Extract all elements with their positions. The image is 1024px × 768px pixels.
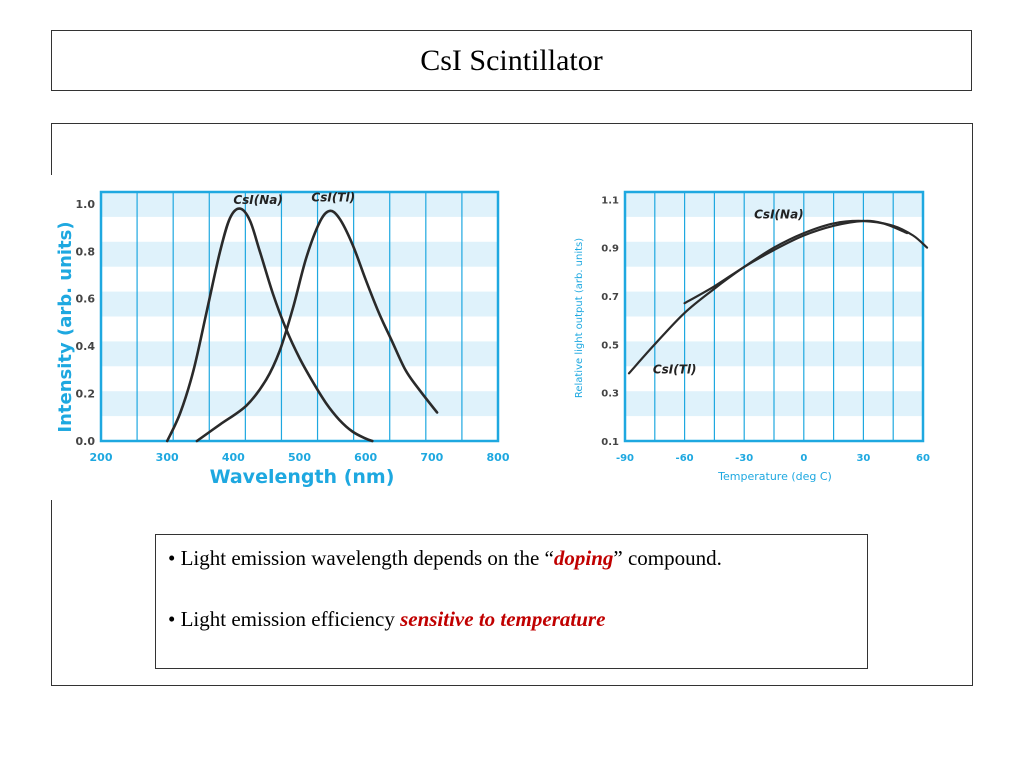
series-line [683,219,909,305]
chart-background [570,185,945,490]
bullet-doping: • Light emission wavelength depends on t… [168,545,855,571]
emission-spectrum-chart: CsI(Na) CsI(Tl) 200 300 400 500 600 700 800 0.0 0… [51,175,511,500]
series-annotation: CsI(Na) [233,193,283,207]
series-annotation: CsI(Tl) [311,190,355,204]
x-tick-label: -30 [735,453,753,464]
y-tick-label: 0.9 [601,244,619,255]
y-tick-label: 0.3 [601,389,619,400]
x-tick-label: 500 [288,451,311,464]
x-tick-label: -60 [676,453,694,464]
grid-band [101,241,498,267]
x-tick-label: 700 [420,451,443,464]
plot-frame [623,190,925,443]
x-tick-label: 800 [487,451,510,464]
x-tick-label: 300 [156,451,179,464]
title-box: CsI Scintillator [51,30,972,91]
y-tick-label: 0.6 [76,293,96,306]
x-axis-label: Temperature (deg C) [717,470,832,483]
grid-band [101,341,498,367]
series-line [195,209,439,443]
y-tick-label: 0.1 [601,437,619,448]
grid-band [101,192,498,217]
y-tick-label: 1.1 [601,195,619,206]
slide-title: CsI Scintillator [420,43,603,77]
x-tick-label: -90 [616,453,634,464]
y-tick-label: 0.2 [76,388,96,401]
y-tick-label: 0.0 [76,435,96,448]
bullet-text: • Light emission efficiency [168,607,401,631]
series-line [165,207,374,443]
bullet-text: ” compound. [613,546,722,570]
grid-band [101,391,498,417]
y-tick-label: 1.0 [76,198,96,211]
series-annotation: CsI(Na) [754,208,804,222]
x-axis-label: Wavelength (nm) [210,466,395,488]
y-tick-label: 0.8 [76,245,96,258]
y-axis-label: Intensity (arb. units) [55,221,76,432]
x-tick-label: 60 [916,453,930,464]
series-annotation: CsI(Tl) [653,362,697,376]
y-tick-label: 0.5 [601,340,619,351]
x-tick-label: 600 [354,451,377,464]
bullet-box: • Light emission wavelength depends on t… [155,534,868,669]
x-tick-label: 0 [800,453,807,464]
y-tick-label: 0.7 [601,292,619,303]
x-tick-label: 200 [90,451,113,464]
bullet-text: • Light emission wavelength depends on t… [168,546,554,570]
bullet-temperature: • Light emission efficiency sensitive to… [168,606,855,632]
temperature-dependence-chart: CsI(Na) CsI(Tl) -90 -60 -30 0 30 60 0.1 0.3 0.5 0.… [570,185,945,490]
series-line [627,219,929,375]
emphasis-text: doping [553,546,614,570]
y-axis-label: Relative light output (arb. units) [574,238,585,398]
x-tick-label: 400 [222,451,245,464]
grid-band [101,291,498,317]
y-tick-label: 0.4 [76,340,96,353]
emphasis-text: sensitive to temperature [400,607,606,631]
x-tick-label: 30 [856,453,870,464]
plot-frame [99,190,500,443]
